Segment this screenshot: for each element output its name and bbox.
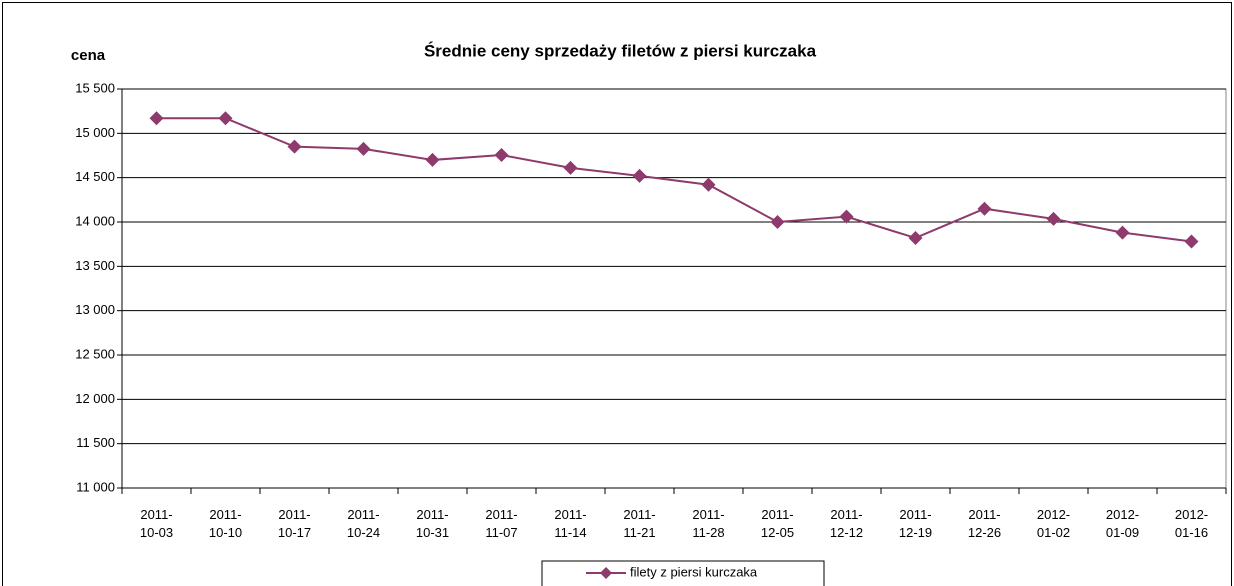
marker bbox=[632, 168, 647, 183]
x-tick-label: 2011-12-05 bbox=[760, 507, 795, 540]
y-tick-label: 13 500 bbox=[75, 258, 115, 273]
marker bbox=[770, 215, 785, 229]
marker bbox=[149, 111, 164, 126]
marker bbox=[1184, 234, 1199, 249]
marker bbox=[1046, 211, 1061, 226]
marker bbox=[425, 152, 440, 167]
x-tick-label: 2011-11-21 bbox=[623, 507, 656, 540]
x-tick-label: 2011-10-31 bbox=[415, 507, 450, 540]
marker bbox=[218, 111, 233, 126]
legend-label: filety z piersi kurczaka bbox=[630, 564, 758, 579]
marker bbox=[356, 141, 371, 156]
x-tick-label: 2012-01-09 bbox=[1105, 507, 1140, 540]
y-tick-label: 14 000 bbox=[75, 213, 115, 228]
x-tick-label: 2011-10-17 bbox=[277, 507, 312, 540]
x-tick-label: 2012-01-02 bbox=[1036, 507, 1071, 540]
x-tick-label: 2011-12-12 bbox=[829, 507, 864, 540]
y-tick-label: 12 000 bbox=[75, 391, 115, 406]
y-tick-label: 11 000 bbox=[76, 479, 115, 494]
plot-area bbox=[121, 88, 1227, 489]
x-tick-label: 2011-11-28 bbox=[692, 507, 725, 540]
marker bbox=[839, 209, 854, 224]
x-tick-label: 2011-11-14 bbox=[554, 507, 587, 540]
marker bbox=[908, 230, 923, 245]
y-tick-label: 12 500 bbox=[75, 346, 115, 361]
legend-marker bbox=[600, 567, 612, 579]
chart-title: Średnie ceny sprzedaży filetów z piersi … bbox=[424, 41, 817, 60]
line bbox=[156, 117, 1192, 243]
marker bbox=[701, 177, 716, 192]
x-tick-label: 2012-01-16 bbox=[1174, 507, 1209, 540]
marker bbox=[287, 139, 302, 154]
y-axis-label: cena bbox=[71, 47, 106, 64]
x-tick-label: 2011-12-26 bbox=[967, 507, 1002, 540]
marker bbox=[1115, 225, 1130, 240]
y-tick-label: 15 500 bbox=[75, 80, 115, 95]
y-tick-label: 11 500 bbox=[76, 435, 115, 450]
x-tick-label: 2011-12-19 bbox=[898, 507, 933, 540]
x-tick-label: 2011-11-07 bbox=[485, 507, 518, 540]
x-tick-label: 2011-10-03 bbox=[139, 507, 174, 540]
y-tick-label: 13 000 bbox=[75, 302, 115, 317]
y-tick-label: 14 500 bbox=[75, 169, 115, 184]
x-tick-label: 2011-10-10 bbox=[208, 507, 243, 540]
y-tick-label: 15 000 bbox=[75, 125, 115, 140]
x-tick-label: 2011-10-24 bbox=[346, 507, 381, 540]
marker bbox=[494, 148, 509, 163]
marker bbox=[977, 201, 992, 216]
marker bbox=[563, 160, 578, 175]
